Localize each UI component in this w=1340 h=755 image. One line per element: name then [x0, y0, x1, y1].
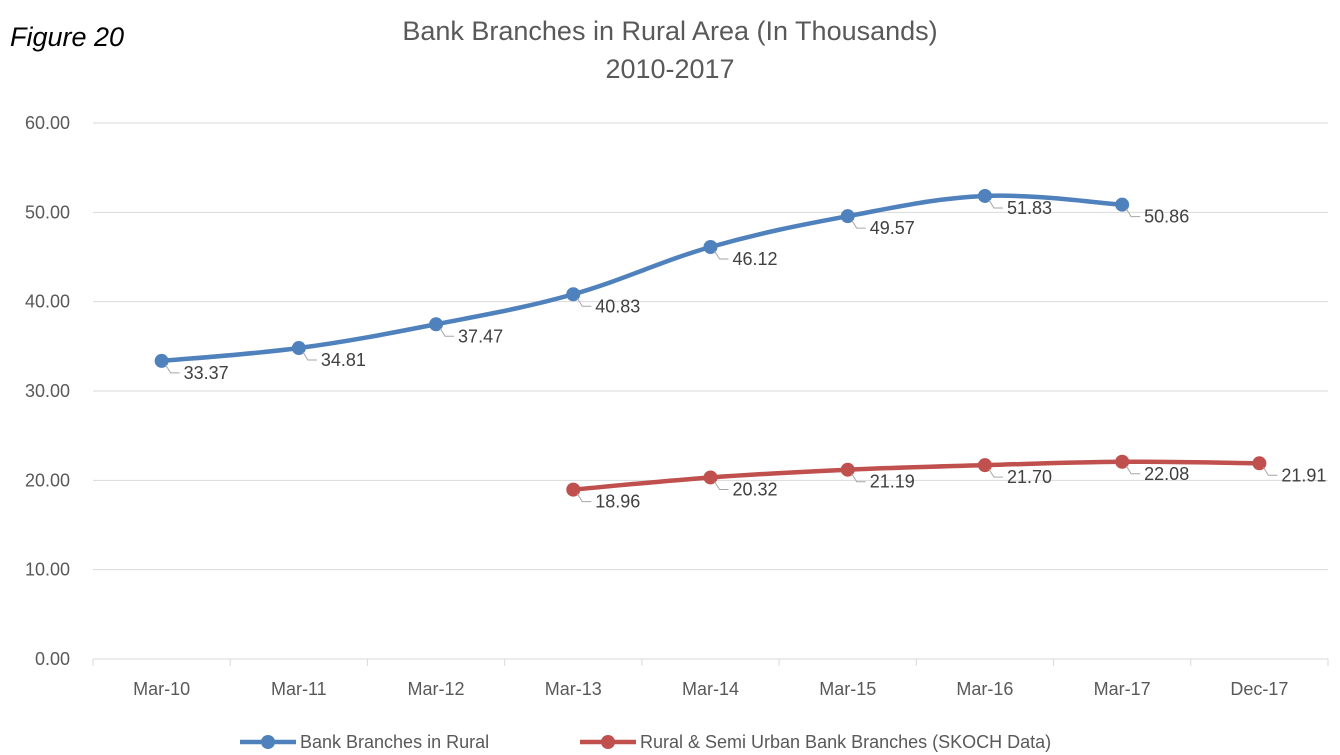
y-tick-label: 50.00: [25, 202, 70, 222]
chart-title: Bank Branches in Rural Area (In Thousand…: [220, 12, 1120, 88]
data-point: [1252, 456, 1267, 471]
chart-title-line: Bank Branches in Rural Area (In Thousand…: [402, 16, 938, 46]
legend-label-1: Bank Branches in Rural: [300, 732, 489, 752]
data-point: [154, 353, 169, 368]
gridlines: [93, 122, 1328, 571]
data-label-leader: [1125, 465, 1141, 475]
data-point: [703, 470, 718, 485]
data-label-leader: [1125, 208, 1141, 218]
series-line-1: [159, 193, 1125, 364]
data-label: 21.19: [870, 472, 915, 492]
data-label-leader: [988, 199, 1003, 209]
data-point: [977, 188, 992, 203]
figure-label: Figure 20: [10, 22, 125, 52]
data-point: [1115, 454, 1130, 469]
y-tick-label: 0.00: [35, 649, 70, 669]
y-axis-ticks: 0.00 10.00 20.00 30.00 40.00 50.00 60.00: [25, 113, 70, 669]
data-label-leader: [714, 250, 729, 260]
x-tick-label: Mar-17: [1094, 679, 1151, 699]
data-label: 21.91: [1281, 465, 1326, 485]
data-point: [840, 462, 855, 477]
data-point: [566, 482, 581, 497]
legend-label-2: Rural & Semi Urban Bank Branches (SKOCH …: [640, 732, 1051, 752]
legend: Bank Branches in Rural Rural & Semi Urban…: [240, 732, 1051, 752]
data-point: [840, 209, 855, 224]
x-tick-label: Mar-10: [133, 679, 190, 699]
legend-marker-1: [261, 735, 275, 749]
y-tick-label: 20.00: [25, 470, 70, 490]
data-point: [1115, 197, 1130, 212]
data-point: [566, 287, 581, 302]
data-label-leader: [576, 297, 592, 307]
data-label: 18.96: [595, 492, 640, 512]
x-tick-label: Mar-13: [545, 679, 602, 699]
chart-subtitle: 2010-2017: [605, 54, 735, 84]
data-label-leader: [302, 351, 317, 361]
data-label-leader: [988, 468, 1003, 478]
data-label: 46.12: [733, 249, 778, 269]
x-tick-label: Mar-14: [682, 679, 739, 699]
x-tick-label: Dec-17: [1230, 679, 1288, 699]
data-label: 22.08: [1144, 464, 1189, 484]
data-label-leader: [576, 493, 592, 503]
data-label-leader: [1262, 467, 1278, 476]
data-label: 37.47: [458, 326, 503, 346]
x-tick-label: Mar-15: [819, 679, 876, 699]
x-axis: Mar-10 Mar-11 Mar-12 Mar-13 Mar-14 Mar-15 Mar-…: [92, 658, 1329, 699]
data-label: 49.57: [870, 218, 915, 238]
data-label-leader: [851, 219, 866, 229]
series-line-2: [571, 459, 1262, 492]
data-label-leader: [851, 473, 866, 483]
x-tick-label: Mar-12: [408, 679, 465, 699]
x-tick-label: Mar-16: [956, 679, 1013, 699]
data-point: [703, 239, 718, 254]
data-point: [977, 458, 992, 473]
data-label: 34.81: [321, 350, 366, 370]
x-tick-label: Mar-11: [271, 679, 327, 699]
data-label: 33.37: [184, 363, 229, 383]
series-group: 33.37 34.81 37.47 40.83 46.12 49.57 51.83 50.86…: [154, 188, 1326, 512]
data-label: 50.86: [1144, 207, 1189, 227]
data-label-leader: [714, 481, 729, 490]
data-label: 20.32: [733, 479, 778, 499]
data-point: [429, 317, 444, 332]
data-label-leader: [165, 364, 180, 374]
data-label: 51.83: [1007, 198, 1052, 218]
data-point: [291, 341, 306, 356]
data-label: 40.83: [595, 296, 640, 316]
y-tick-label: 30.00: [25, 381, 70, 401]
y-tick-label: 60.00: [25, 113, 70, 133]
data-label: 21.70: [1007, 467, 1052, 487]
data-label-leader: [439, 328, 455, 337]
legend-marker-2: [601, 735, 615, 749]
y-tick-label: 10.00: [25, 560, 70, 580]
y-tick-label: 40.00: [25, 292, 70, 312]
